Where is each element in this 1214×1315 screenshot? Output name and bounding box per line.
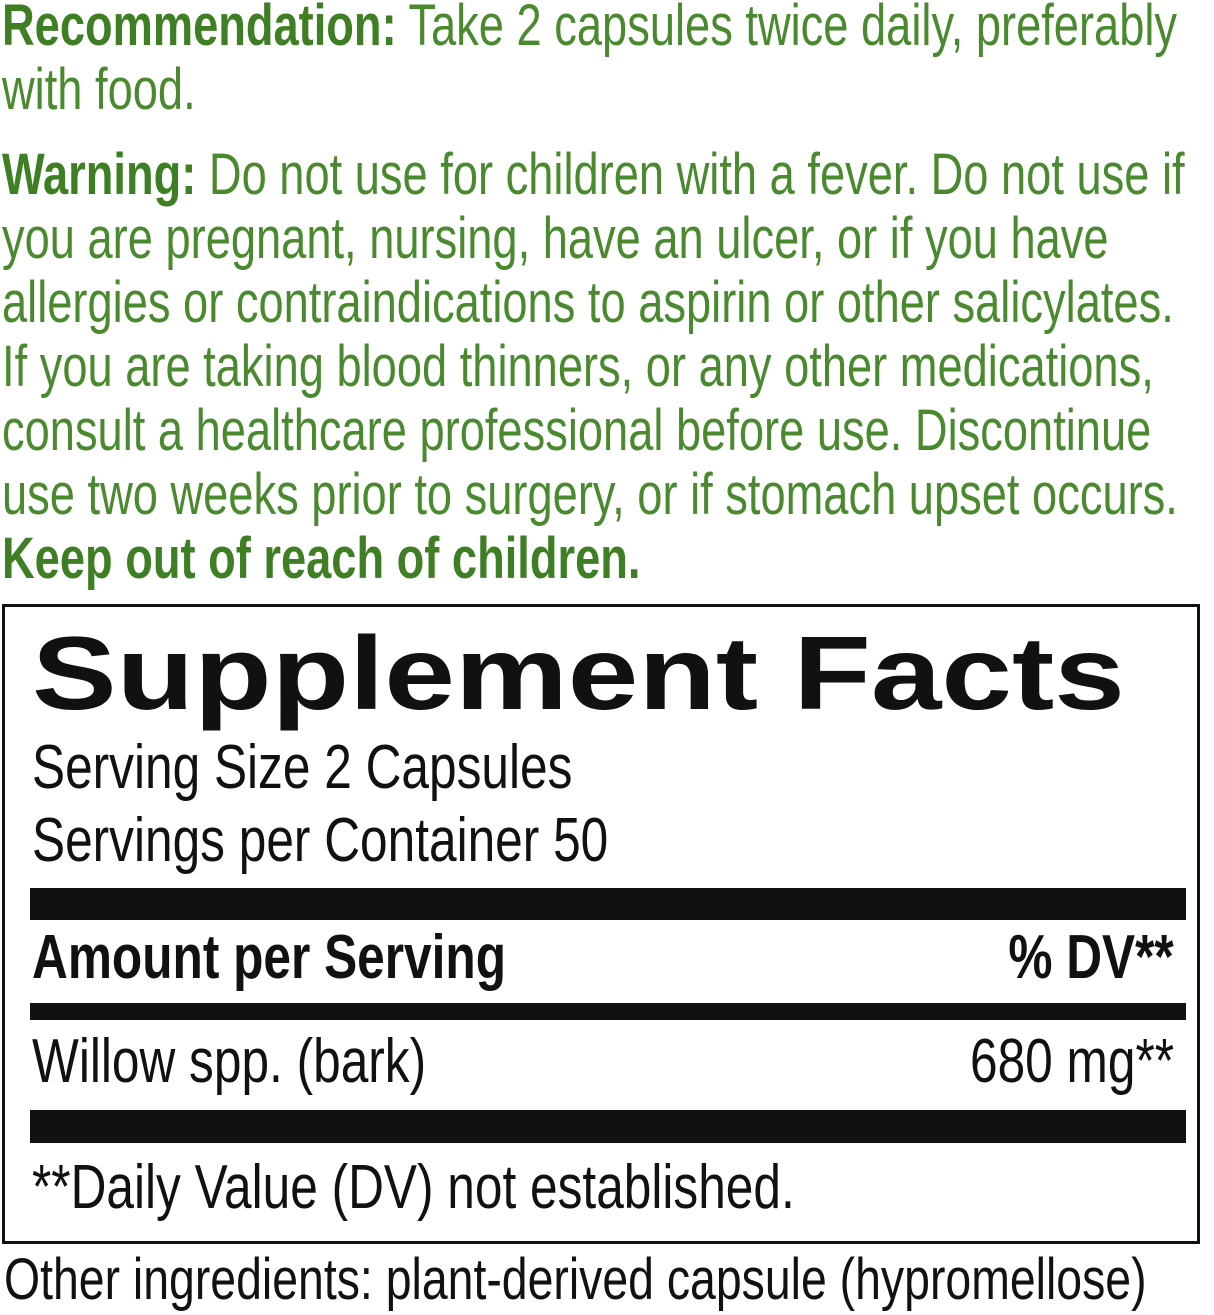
recommendation-text: Take 2 capsules twice daily, preferably … [2,0,1178,122]
ingredient-name: Willow spp. (bark) [32,1027,427,1096]
warning-emphasis: Keep out of reach of children. [2,526,641,591]
thick-rule [30,1110,1186,1143]
supplement-facts-box [2,604,1200,1244]
thin-rule [30,1003,1186,1020]
facts-title: Supplement Facts [32,616,1125,732]
serving-size: Serving Size 2 Capsules [32,733,573,802]
recommendation-label: Recommendation: [2,0,397,58]
amount-header: Amount per Serving [32,923,507,992]
servings-per-container: Servings per Container 50 [32,806,609,875]
ingredient-amount: 680 mg** [969,1027,1174,1096]
warning-label: Warning: [2,142,197,207]
recommendation: Recommendation: Take 2 capsules twice da… [2,0,1209,122]
footnote: **Daily Value (DV) not established. [32,1153,795,1222]
other-ingredients: Other ingredients: plant-derived capsule… [4,1247,1147,1312]
warning-text: Do not use for children with a fever. Do… [2,142,1185,527]
thick-rule [30,888,1186,920]
warning: Warning: Do not use for children with a … [2,143,1209,591]
dv-header: % DV** [1008,923,1174,992]
